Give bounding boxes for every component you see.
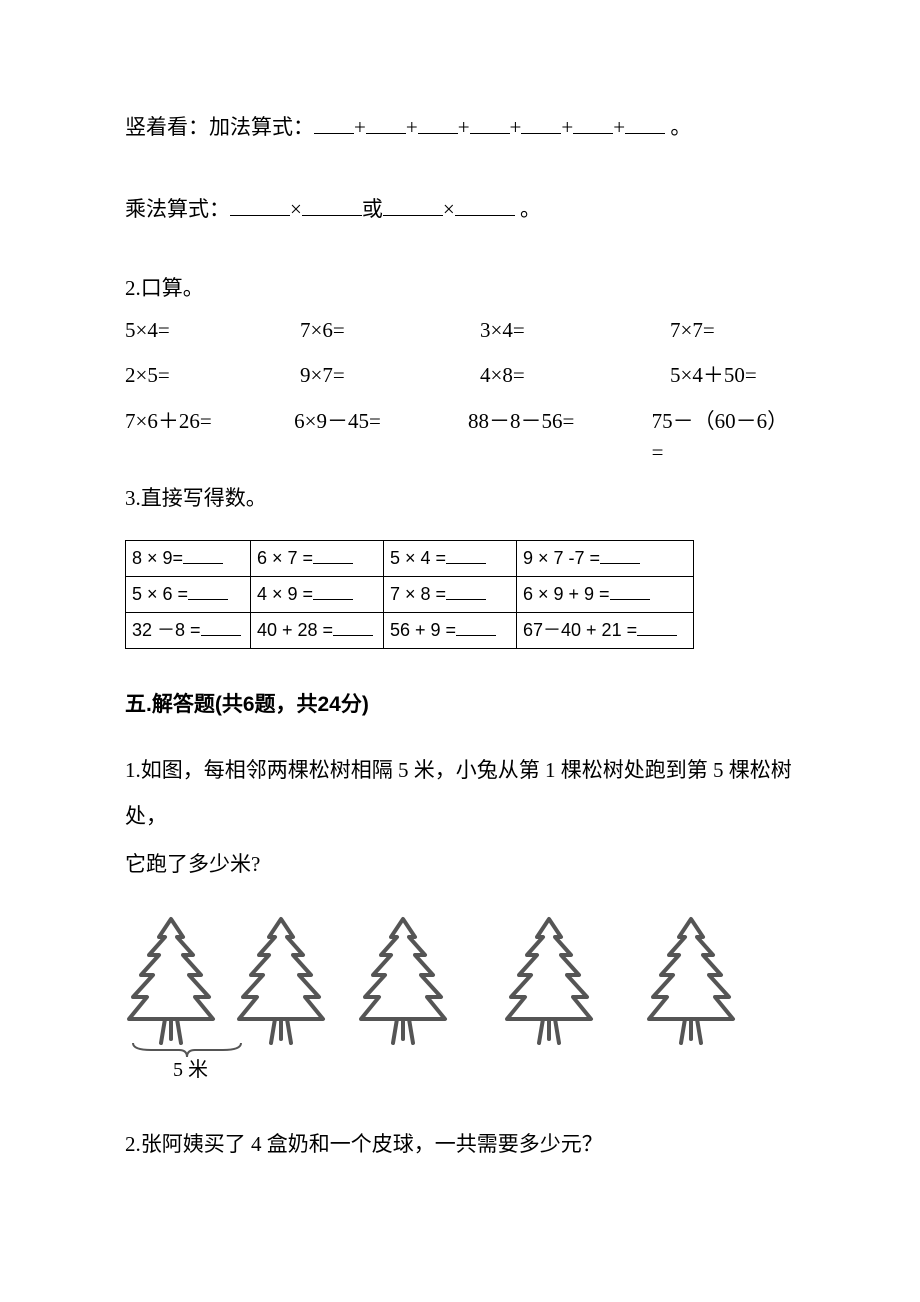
table-cell[interactable]: 4 × 9 =	[251, 577, 384, 613]
q2-row: 2×5=9×7=4×8=5×4＋50=	[125, 360, 795, 392]
blank[interactable]	[446, 545, 486, 564]
q3-table: 8 × 9= 6 × 7 = 5 × 4 = 9 × 7 -7 = 5 × 6 = 4 ×…	[125, 540, 694, 649]
section5-heading: 五.解答题(共6题，共24分)	[125, 689, 795, 721]
period: 。	[515, 197, 541, 221]
times: ×	[290, 197, 302, 221]
blank[interactable]	[333, 617, 373, 636]
q2-row: 5×4=7×6=3×4=7×7=	[125, 315, 795, 347]
table-cell[interactable]: 32 －8 =	[126, 613, 251, 649]
table-cell[interactable]: 5 × 6 =	[126, 577, 251, 613]
blank[interactable]	[313, 545, 353, 564]
q2-cell[interactable]: 7×7=	[670, 315, 715, 347]
q2-cell[interactable]: 6×9－45=	[294, 406, 468, 469]
blank[interactable]	[625, 110, 665, 134]
table-cell-expr: 7 × 8 =	[390, 584, 446, 604]
q2-cell[interactable]: 7×6=	[300, 315, 480, 347]
q2-cell[interactable]: 9×7=	[300, 360, 480, 392]
q2-cell[interactable]: 7×6＋26=	[125, 406, 294, 469]
table-cell-expr: 6 × 9 + 9 =	[523, 584, 610, 604]
q2-row: 7×6＋26=6×9－45=88－8－56=75－（60－6）=	[125, 406, 795, 469]
q1-addition-line: 竖着看：加法算式： + + + + + + 。	[125, 110, 795, 144]
blank[interactable]	[418, 110, 458, 134]
q1-mult-prefix: 乘法算式：	[125, 197, 230, 221]
table-cell[interactable]: 6 × 7 =	[251, 541, 384, 577]
plus: +	[354, 115, 366, 139]
table-cell-expr: 40 + 28 =	[257, 620, 333, 640]
q2-grid: 5×4=7×6=3×4=7×7= 2×5=9×7=4×8=5×4＋50= 7×6＋2…	[125, 315, 795, 469]
table-row: 8 × 9= 6 × 7 = 5 × 4 = 9 × 7 -7 =	[126, 541, 694, 577]
table-cell[interactable]: 7 × 8 =	[384, 577, 517, 613]
period: 。	[665, 115, 691, 139]
q2-cell[interactable]: 3×4=	[480, 315, 670, 347]
plus: +	[406, 115, 418, 139]
table-cell-expr: 5 × 4 =	[390, 548, 446, 568]
table-cell-expr: 6 × 7 =	[257, 548, 313, 568]
table-cell-expr: 4 × 9 =	[257, 584, 313, 604]
blank[interactable]	[230, 192, 290, 216]
blank[interactable]	[302, 192, 362, 216]
blank[interactable]	[183, 545, 223, 564]
blank[interactable]	[573, 110, 613, 134]
blank[interactable]	[188, 581, 228, 600]
blank[interactable]	[521, 110, 561, 134]
blank[interactable]	[470, 110, 510, 134]
blank[interactable]	[446, 581, 486, 600]
tree-icon	[503, 915, 595, 1047]
blank[interactable]	[201, 617, 241, 636]
table-cell[interactable]: 5 × 4 =	[384, 541, 517, 577]
distance-label: 5 米	[173, 1055, 795, 1085]
q2-cell[interactable]: 5×4＋50=	[670, 360, 757, 392]
table-cell[interactable]: 40 + 28 =	[251, 613, 384, 649]
p1-text1: 1.如图，每相邻两棵松树相隔 5 米，小兔从第 1 棵松树处跑到第 5 棵松树处…	[125, 747, 795, 839]
blank[interactable]	[637, 617, 677, 636]
q2-cell[interactable]: 75－（60－6）=	[652, 406, 795, 469]
table-cell-expr: 9 × 7 -7 =	[523, 548, 600, 568]
q3-heading: 3.直接写得数。	[125, 483, 795, 515]
table-cell[interactable]: 9 × 7 -7 =	[517, 541, 694, 577]
blank[interactable]	[383, 192, 443, 216]
tree-icon	[645, 915, 737, 1047]
blank[interactable]	[314, 110, 354, 134]
times: ×	[443, 197, 455, 221]
blank[interactable]	[610, 581, 650, 600]
tree-icon	[125, 915, 217, 1047]
blank[interactable]	[456, 617, 496, 636]
tree-row	[125, 915, 795, 1047]
plus: +	[613, 115, 625, 139]
table-cell-expr: 67－40 + 21 =	[523, 620, 637, 640]
q2-cell[interactable]: 2×5=	[125, 360, 300, 392]
q1-add-prefix: 竖着看：加法算式：	[125, 115, 314, 139]
blank[interactable]	[313, 581, 353, 600]
tree-icon	[357, 915, 449, 1047]
table-cell[interactable]: 56 + 9 =	[384, 613, 517, 649]
q1-mult-line: 乘法算式： × 或 × 。	[125, 192, 795, 226]
table-cell-expr: 5 × 6 =	[132, 584, 188, 604]
q2-heading: 2.口算。	[125, 273, 795, 305]
table-cell-expr: 32 －8 =	[132, 620, 201, 640]
table-cell[interactable]: 6 × 9 + 9 =	[517, 577, 694, 613]
q2-cell[interactable]: 4×8=	[480, 360, 670, 392]
table-cell-expr: 56 + 9 =	[390, 620, 456, 640]
table-row: 32 －8 = 40 + 28 = 56 + 9 = 67－40 + 21 =	[126, 613, 694, 649]
tree-icon	[235, 915, 327, 1047]
blank[interactable]	[366, 110, 406, 134]
p1-text2: 它跑了多少米?	[125, 849, 795, 881]
plus: +	[561, 115, 573, 139]
q2-cell[interactable]: 88－8－56=	[468, 406, 652, 469]
table-row: 5 × 6 = 4 × 9 = 7 × 8 = 6 × 9 + 9 =	[126, 577, 694, 613]
table-cell-expr: 8 × 9=	[132, 548, 183, 568]
blank[interactable]	[455, 192, 515, 216]
or: 或	[362, 197, 383, 221]
p2-text: 2.张阿姨买了 4 盒奶和一个皮球，一共需要多少元？	[125, 1129, 795, 1161]
q2-cell[interactable]: 5×4=	[125, 315, 300, 347]
worksheet-page: 竖着看：加法算式：++++++ 。 乘法算式：×或× 。 2.口算。 5×4=7…	[0, 0, 920, 1220]
table-cell[interactable]: 8 × 9=	[126, 541, 251, 577]
plus: +	[458, 115, 470, 139]
blank[interactable]	[600, 545, 640, 564]
table-cell[interactable]: 67－40 + 21 =	[517, 613, 694, 649]
plus: +	[510, 115, 522, 139]
